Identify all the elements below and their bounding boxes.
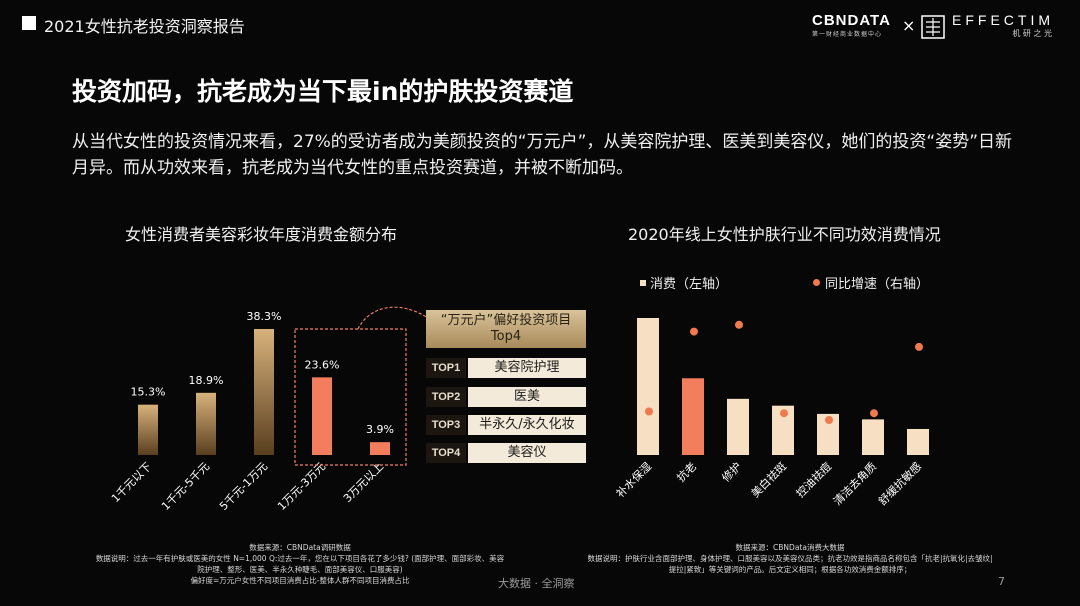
left-bar-value-label: 18.9% — [189, 374, 224, 387]
top4-rank: TOP2 — [426, 387, 466, 407]
top4-label: 美容仪 — [468, 443, 586, 463]
left-bar-2 — [254, 329, 274, 455]
left-source-note: 数据说明：过去一年有护肤或医美的女性 N=1,000 Q:过去一年，您在以下项目… — [95, 554, 505, 563]
top4-rank: TOP4 — [426, 443, 466, 463]
cbndata-logo-subtext: 第一财经商业数据中心 — [812, 31, 883, 38]
top4-label: 半永久/永久化妆 — [468, 415, 586, 435]
left-source-note: 院护理、整形、医美、半永久种睫毛、面部美容仪、口服美容) — [197, 565, 403, 574]
left-source: 数据来源：CBNData调研数据 数据说明：过去一年有护肤或医美的女性 N=1,… — [60, 542, 540, 586]
right-category-label: 抗老 — [674, 459, 699, 484]
right-category-label: 美白祛斑 — [748, 459, 789, 500]
report-title: 2021女性抗老投资洞察报告 — [44, 17, 245, 36]
title-marker-square — [22, 16, 36, 30]
right-category-label: 舒缓抗敏感 — [875, 459, 924, 508]
highlight-dashed-box — [294, 328, 407, 466]
right-source: 数据来源：CBNData消费大数据 数据说明：护肤行业含面部护理、身体护理、口服… — [560, 542, 1020, 575]
top4-row-1: TOP1 美容院护理 — [426, 358, 586, 378]
top4-rank: TOP3 — [426, 415, 466, 435]
right-growth-dot-2 — [735, 320, 743, 329]
legend-bar-swatch — [640, 280, 646, 286]
left-source-note: 偏好度=万元户女性不同项目消费占比-整体人群不同项目消费占比 — [190, 576, 410, 585]
right-source-note: 数据说明：护肤行业含面部护理、身体护理、口服美容以及美容仪品类；抗老功效是指商品… — [587, 554, 993, 563]
right-growth-dot-4 — [825, 416, 833, 424]
left-bar-1 — [196, 392, 216, 455]
right-bar-0 — [637, 318, 659, 455]
right-category-label: 清洁去角质 — [831, 460, 879, 508]
right-growth-dot-0 — [645, 407, 653, 416]
right-chart-title: 2020年线上女性护肤行业不同功效消费情况 — [628, 225, 941, 244]
right-growth-dot-6 — [915, 342, 923, 351]
top4-row-3: TOP3 半永久/永久化妆 — [426, 415, 586, 435]
top4-row-2: TOP2 医美 — [426, 387, 586, 407]
page-number: 7 — [998, 575, 1005, 588]
left-bar-value-label: 38.3% — [247, 310, 282, 323]
legend-dot-label: 同比增速（右轴） — [825, 277, 930, 292]
left-chart-title: 女性消费者美容彩妆年度消费金额分布 — [125, 225, 398, 244]
cbndata-logo: CBNDATA 第一财经商业数据中心 — [812, 12, 898, 38]
left-bar-value-label: 23.6% — [305, 358, 340, 371]
right-source-title: 数据来源：CBNData消费大数据 — [735, 543, 845, 552]
right-category-label: 修护 — [719, 459, 744, 484]
right-bar-5 — [862, 419, 884, 455]
right-category-label: 控油祛痘 — [793, 459, 834, 500]
top4-row-4: TOP4 美容仪 — [426, 443, 586, 463]
right-growth-dot-1 — [690, 327, 698, 336]
right-bar-1 — [682, 378, 704, 455]
effectim-emblem-icon — [920, 14, 946, 40]
right-growth-dot-5 — [870, 409, 878, 418]
effectim-logo-text: EFFECTIM — [952, 12, 1054, 28]
top4-label: 美容院护理 — [468, 358, 586, 378]
right-bar-4 — [817, 413, 839, 455]
footer-slogan: 大数据 · 全洞察 — [498, 577, 575, 590]
left-bar-0 — [138, 404, 158, 455]
left-bar-value-label: 15.3% — [131, 386, 166, 399]
left-bar-4 — [370, 442, 390, 455]
right-category-label: 补水保湿 — [613, 459, 654, 500]
logo-separator: × — [902, 16, 916, 35]
right-bar-6 — [907, 428, 929, 455]
right-bar-2 — [727, 398, 749, 455]
right-bar-3 — [772, 405, 794, 455]
legend-dot-swatch — [813, 279, 820, 286]
page-headline: 投资加码，抗老成为当下最in的护肤投资赛道 — [72, 77, 574, 106]
top4-label: 医美 — [468, 387, 586, 407]
intro-paragraph: 从当代女性的投资情况来看，27%的受访者成为美颜投资的“万元户”，从美容院护理、… — [72, 132, 1013, 178]
left-source-title: 数据来源：CBNData调研数据 — [249, 543, 351, 552]
right-growth-dot-3 — [780, 409, 788, 418]
highlight-connector-curve — [357, 306, 429, 330]
effectim-logo: EFFECTIM 机 研 之 光 — [952, 12, 1062, 39]
legend-bar-label: 消费（左轴） — [650, 277, 729, 292]
left-bar-3 — [312, 377, 332, 455]
cbndata-logo-text: CBNDATA — [812, 12, 891, 29]
left-bar-value-label: 3.9% — [366, 423, 394, 436]
top4-header: “万元户”偏好投资项目Top4 — [426, 310, 586, 348]
top4-rank: TOP1 — [426, 358, 466, 378]
right-source-note: 提拉|紧致」等关键词的产品。后文定义相同；根据各功效消费金额排序； — [668, 565, 912, 574]
effectim-logo-subtext: 机 研 之 光 — [1012, 29, 1052, 38]
